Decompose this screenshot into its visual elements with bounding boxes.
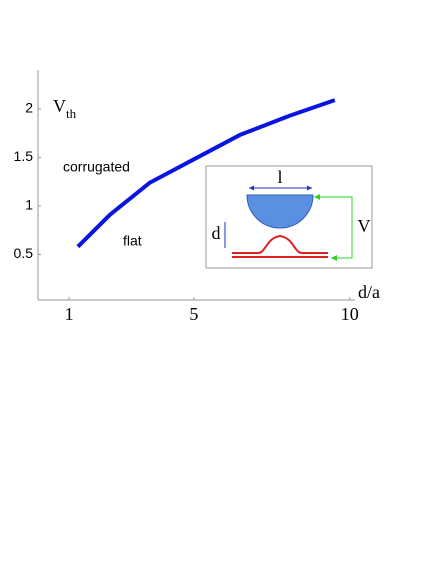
inset-label: V: [358, 216, 371, 236]
x-tick-label: 5: [189, 304, 198, 324]
annotation: flat: [123, 233, 142, 249]
y-tick-label: 0.5: [14, 245, 34, 261]
inset-label: d: [212, 223, 221, 243]
inset-frame: [205, 165, 373, 269]
drop: [246, 194, 314, 229]
y-label-sub: th: [66, 106, 77, 121]
y-tick-label: 1: [25, 197, 33, 213]
data-line: [76, 98, 336, 249]
voltage-wire: [314, 196, 353, 259]
inset: l d V: [205, 165, 373, 269]
annotation: corrugated: [63, 159, 130, 175]
y-tick-label: 1.5: [14, 148, 34, 164]
x-tick-label: 10: [341, 304, 359, 324]
y-label-main: V: [53, 96, 66, 116]
bump: [232, 234, 328, 254]
x-tick-label: 1: [65, 304, 74, 324]
x-axis-label: d/a: [358, 282, 380, 302]
inset-label: l: [277, 167, 282, 187]
y-tick-label: 2: [25, 100, 33, 116]
y-axis-label: Vth: [53, 96, 77, 121]
wire-arrows: [314, 194, 337, 261]
